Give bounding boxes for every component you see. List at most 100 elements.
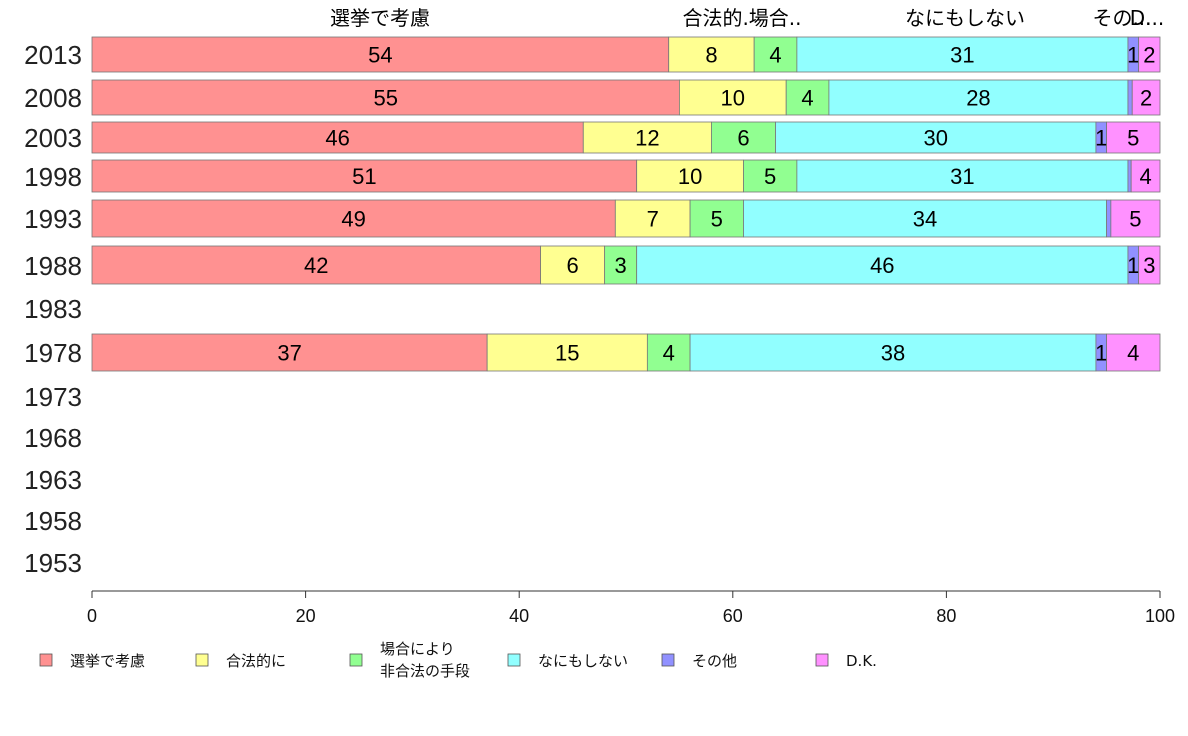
data-label: 15 — [555, 341, 579, 366]
legend-label: 合法的に — [226, 652, 286, 670]
bar-segment — [743, 199, 1107, 238]
bar-segment — [1131, 79, 1161, 116]
x-tick-label: 100 — [1145, 606, 1175, 626]
bar-segment — [91, 79, 680, 116]
year-label: 2008 — [24, 83, 82, 113]
year-label: 1983 — [24, 294, 82, 324]
bar-segment — [91, 199, 616, 238]
bar-segment — [646, 333, 691, 372]
data-label: 4 — [1127, 341, 1139, 366]
data-label: 4 — [1139, 164, 1151, 189]
legend-swatch — [195, 653, 209, 667]
legend-label: なにもしない — [538, 652, 628, 670]
data-label: 49 — [341, 207, 365, 232]
data-label: 51 — [352, 164, 376, 189]
data-label: 2 — [1143, 43, 1155, 68]
x-tick-label: 40 — [509, 606, 529, 626]
year-label: 1998 — [24, 162, 82, 192]
bar-segment — [743, 159, 798, 193]
bar-segment — [1106, 121, 1161, 154]
data-label: 37 — [277, 341, 301, 366]
year-label: 2003 — [24, 123, 82, 153]
bar-segment — [1127, 79, 1133, 116]
year-label: 2013 — [24, 40, 82, 70]
bar-segment — [753, 36, 798, 73]
data-label: 6 — [737, 126, 749, 151]
x-tick-label: 0 — [87, 606, 97, 626]
data-label: 12 — [635, 126, 659, 151]
bar-segment — [91, 159, 638, 193]
bar-segment — [91, 333, 488, 372]
data-label: 10 — [678, 164, 702, 189]
legend-swatch — [39, 653, 53, 667]
bar-segment — [796, 36, 1129, 73]
bar-segment — [775, 121, 1097, 154]
bar-segment — [1130, 159, 1161, 193]
data-label: 2 — [1140, 86, 1152, 111]
data-label: 4 — [769, 43, 781, 68]
bar-segment — [540, 245, 606, 285]
data-label: 1 — [1095, 341, 1107, 366]
data-label: 1 — [1095, 126, 1107, 151]
data-label: 31 — [950, 164, 974, 189]
legend-label: 非合法の手段 — [380, 662, 470, 680]
year-label: 1993 — [24, 204, 82, 234]
legend-swatch — [349, 653, 363, 667]
x-tick-label: 60 — [723, 606, 743, 626]
data-label: 30 — [923, 126, 947, 151]
legend-label: D.K. — [846, 652, 877, 670]
x-tick-label: 80 — [936, 606, 956, 626]
legend-label: その他 — [692, 652, 737, 670]
bar-segment — [582, 121, 712, 154]
bar-segment — [604, 245, 638, 285]
bar-segment — [785, 79, 830, 116]
data-label: 3 — [615, 253, 627, 278]
data-label: 4 — [801, 86, 813, 111]
legend-swatch — [815, 653, 829, 667]
bar-segment — [689, 333, 1097, 372]
data-label: 46 — [870, 253, 894, 278]
data-label: 1 — [1127, 43, 1139, 68]
bar-segment — [1138, 36, 1161, 73]
year-label: 1953 — [24, 548, 82, 578]
bar-segment — [828, 79, 1129, 116]
top-category-label: その... — [1092, 6, 1151, 30]
data-label: 7 — [647, 207, 659, 232]
bar-segment — [636, 159, 744, 193]
bar-segment — [689, 199, 744, 238]
bar-segment — [711, 121, 776, 154]
data-label: 31 — [950, 43, 974, 68]
bar-segment — [614, 199, 691, 238]
data-label: 38 — [881, 341, 905, 366]
data-label: 4 — [663, 341, 675, 366]
data-label: 54 — [368, 43, 392, 68]
top-category-label: 合法的.場合.. — [682, 6, 801, 30]
data-label: 46 — [325, 126, 349, 151]
data-label: 42 — [304, 253, 328, 278]
data-label: 6 — [566, 253, 578, 278]
data-label: 8 — [705, 43, 717, 68]
data-label: 55 — [373, 86, 397, 111]
x-tick-label: 20 — [296, 606, 316, 626]
data-label: 5 — [1129, 207, 1141, 232]
bar-segment — [1110, 199, 1161, 238]
year-label: 1968 — [24, 423, 82, 453]
top-category-label: 選挙で考慮 — [330, 6, 430, 30]
bar-segment — [796, 159, 1129, 193]
legend-label: 場合により — [380, 640, 455, 658]
bar-segment — [91, 245, 541, 285]
bar-segment — [1138, 245, 1161, 285]
data-label: 10 — [721, 86, 745, 111]
year-label: 1973 — [24, 382, 82, 412]
bar-segment — [1106, 199, 1112, 238]
data-label: 5 — [711, 207, 723, 232]
top-category-label: なにもしない — [905, 6, 1025, 30]
bar-segment — [668, 36, 755, 73]
bar-segment — [1106, 333, 1161, 372]
bar-segment — [91, 36, 670, 73]
bar-segment — [679, 79, 787, 116]
data-label: 3 — [1143, 253, 1155, 278]
year-label: 1958 — [24, 506, 82, 536]
